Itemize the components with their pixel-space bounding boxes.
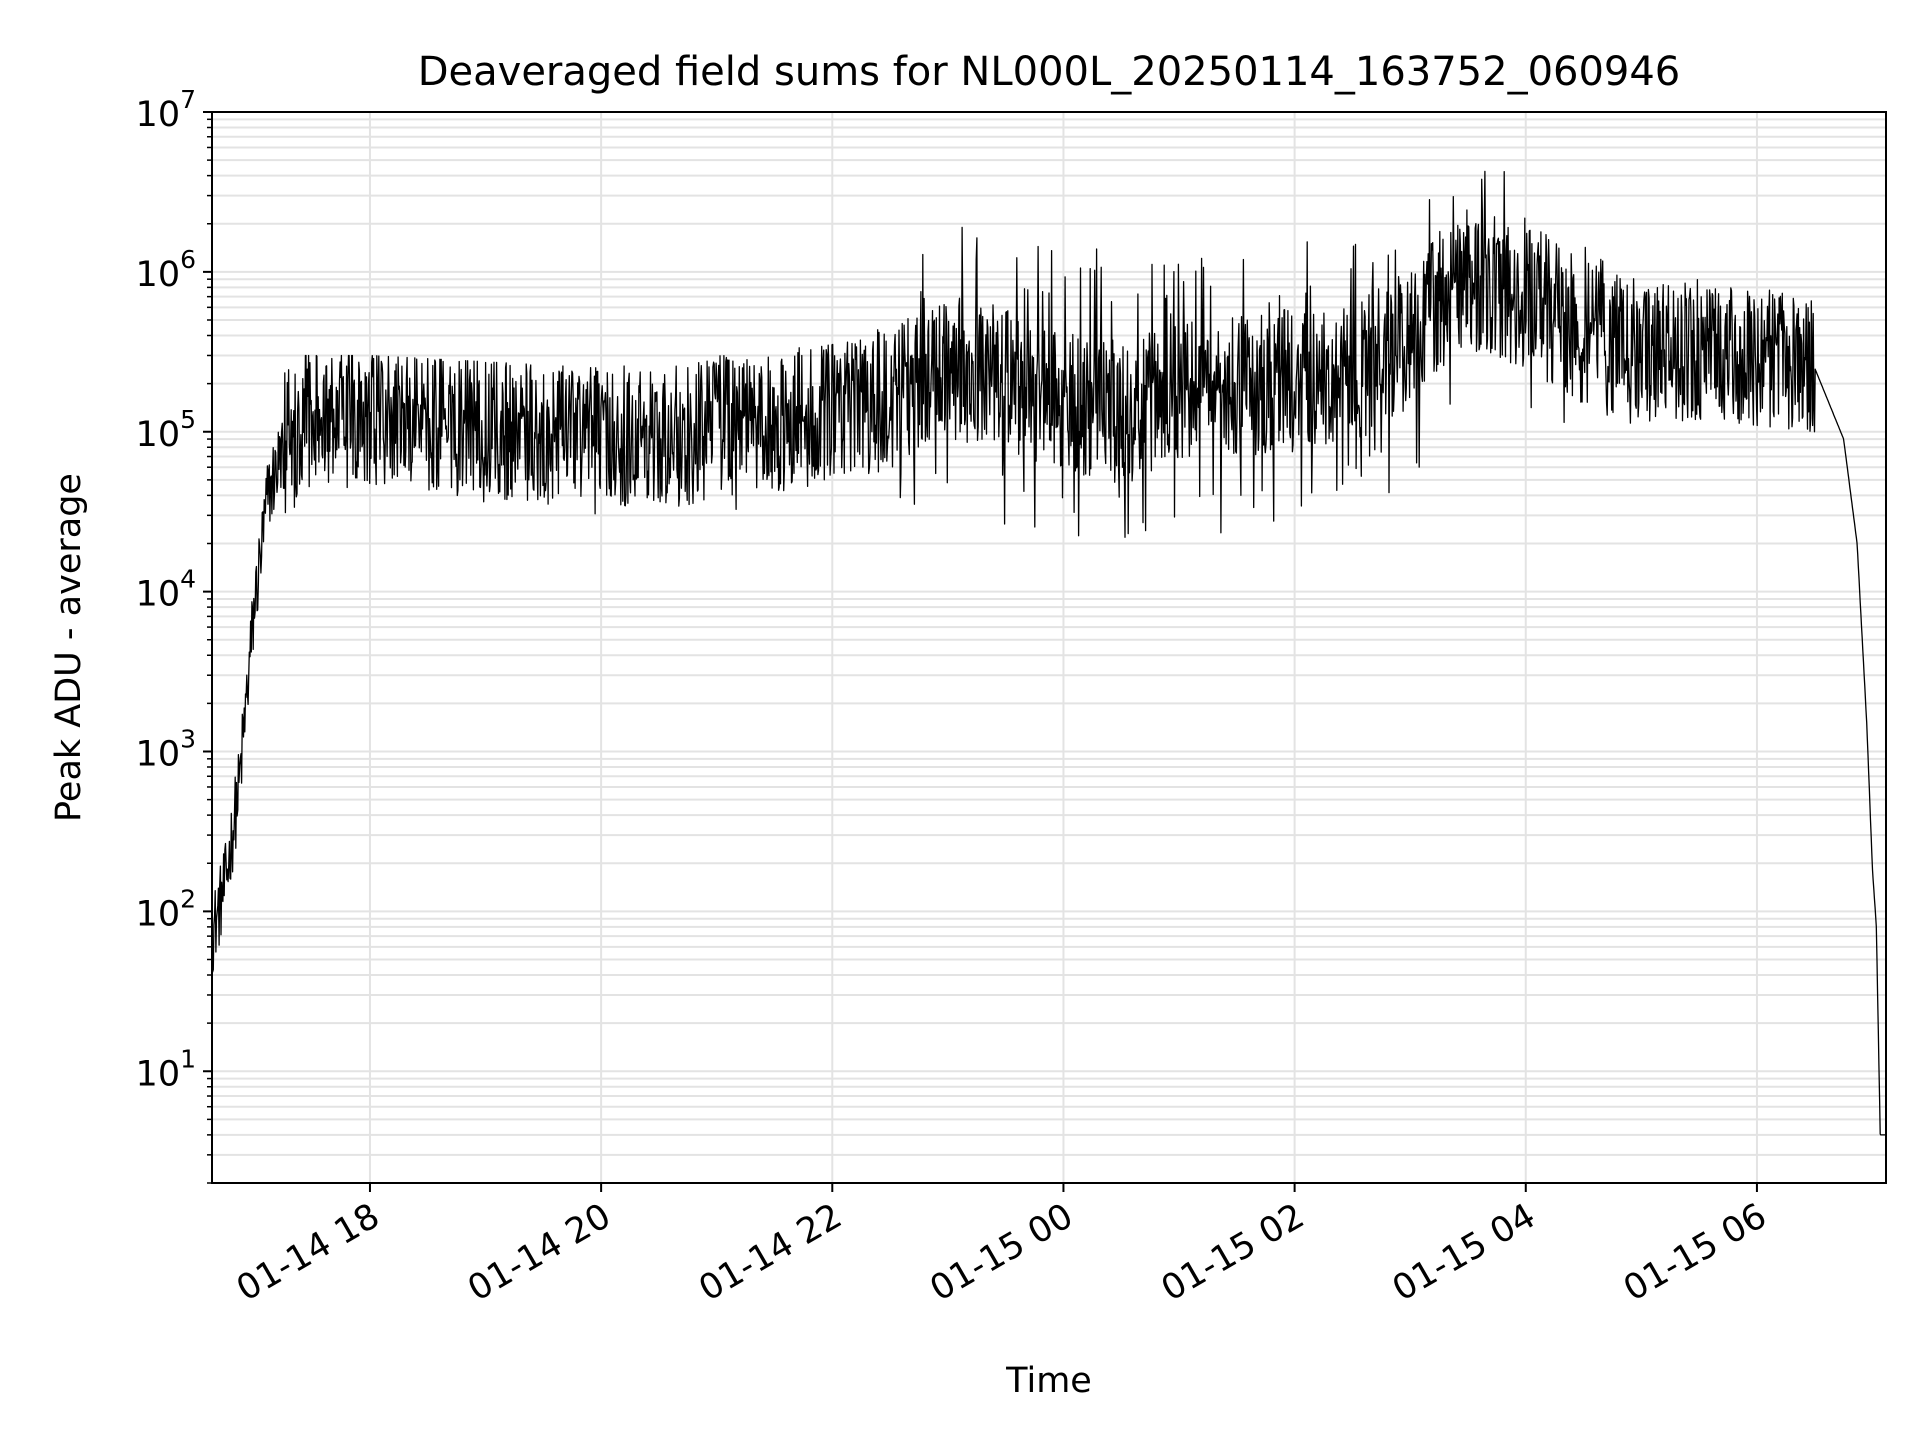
- y-axis-label: Peak ADU - average: [49, 473, 89, 822]
- y-tick-label: 104: [136, 565, 196, 615]
- chart-title: Deaveraged field sums for NL000L_2025011…: [418, 49, 1681, 95]
- series-layer: [211, 170, 1887, 1136]
- y-tick-label: 106: [136, 245, 196, 295]
- y-tick-label: 101: [136, 1044, 196, 1094]
- y-tick-label: 103: [136, 725, 196, 775]
- plot-frame: [211, 111, 1887, 1184]
- x-axis-label: Time: [1005, 1361, 1092, 1401]
- y-tick-label: 102: [136, 884, 196, 934]
- y-tick-label: 105: [136, 405, 196, 455]
- series-line-0: [211, 170, 1887, 1136]
- y-tick-label: 107: [136, 85, 196, 135]
